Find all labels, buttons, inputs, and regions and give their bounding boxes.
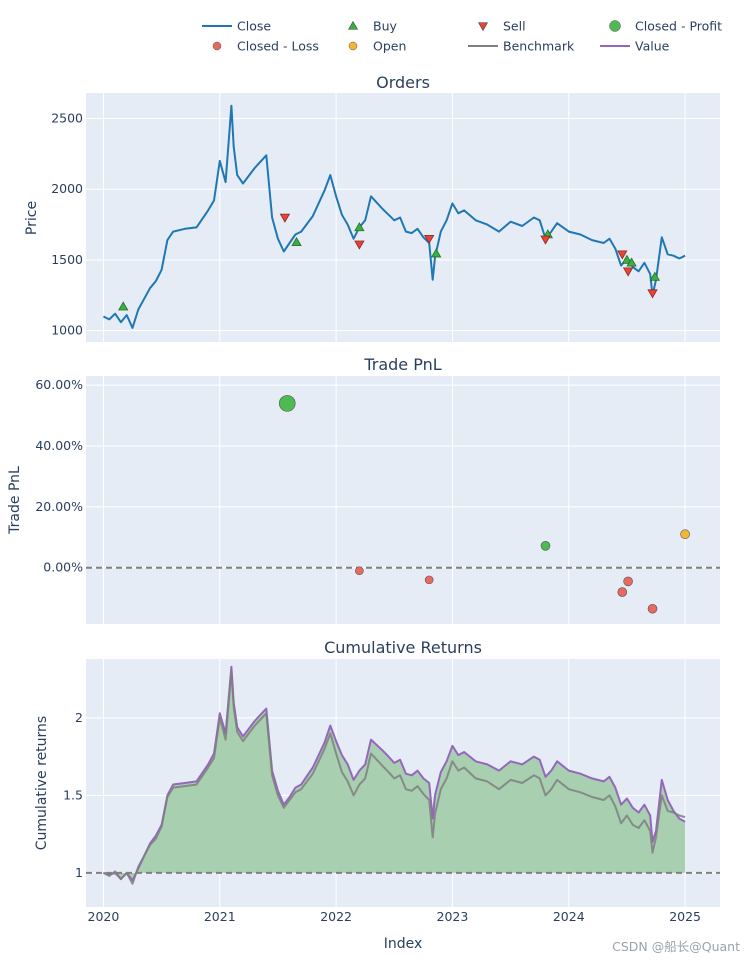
sell-marker <box>622 267 634 277</box>
value-line <box>103 665 686 882</box>
y-tick-label: 1500 <box>51 252 83 267</box>
profit-trade-marker <box>540 540 551 551</box>
legend-item[interactable]: Close <box>202 19 271 34</box>
buy-marker <box>118 301 129 311</box>
loss-trade-marker <box>424 575 434 585</box>
sell-marker <box>423 234 435 245</box>
legend: Close Buy Sell Closed - Profit Closed - Loss… <box>202 19 722 54</box>
profit-trade-marker <box>278 395 296 412</box>
sell-marker <box>647 289 658 299</box>
benchmark-line <box>102 670 686 885</box>
legend-circle-swatch <box>348 41 358 51</box>
legend-item[interactable]: Value <box>600 39 670 54</box>
legend-circle-swatch <box>212 41 222 51</box>
y-tick-label: 40.00% <box>35 438 83 453</box>
watermark: CSDN @船长@Quant <box>612 939 740 954</box>
x-tick-label: 2021 <box>204 909 236 924</box>
legend-triangle-swatch <box>347 20 359 30</box>
buy-marker <box>621 254 633 264</box>
y-tick-label: 2000 <box>51 181 83 196</box>
sell-marker <box>617 250 628 260</box>
y-tick-label: 60.00% <box>35 377 83 392</box>
legend-label: Benchmark <box>503 39 575 54</box>
y-tick-label: 1.5 <box>63 787 83 802</box>
legend-label: Value <box>635 39 670 54</box>
open-trade-marker <box>680 529 690 540</box>
sell-marker <box>354 240 365 250</box>
orders-panel: 1000 1500 2000 2500 Orders Price <box>24 73 720 342</box>
legend-item[interactable]: Closed - Loss <box>212 39 319 54</box>
trade-pnl-panel: 0.00% 20.00% 40.00% 60.00% Trade PnL Trade … <box>7 355 720 624</box>
y-tick-label: 1 <box>75 865 83 880</box>
close-price-line <box>102 104 686 329</box>
buy-marker <box>354 222 365 232</box>
x-tick-label: 2024 <box>553 909 585 924</box>
buy-marker <box>430 248 442 258</box>
y-tick-label: 1000 <box>51 323 83 338</box>
orders-title: Orders <box>376 73 430 92</box>
legend-item[interactable]: Sell <box>477 19 526 34</box>
x-tick-label: 2020 <box>88 909 120 924</box>
x-tick-label: 2025 <box>669 909 701 924</box>
orders-plot-area <box>86 93 720 342</box>
legend-item[interactable]: Buy <box>347 19 398 34</box>
legend-label: Sell <box>503 19 526 34</box>
buy-marker <box>291 236 302 247</box>
legend-item[interactable]: Benchmark <box>468 39 575 54</box>
legend-label: Buy <box>373 19 397 34</box>
y-tick-label: 2500 <box>51 110 83 125</box>
legend-label: Closed - Loss <box>237 39 319 54</box>
cumulative-returns-panel: 1 1.5 2 Cumulative Returns Cumulative retu… <box>34 638 720 907</box>
y-tick-label: 20.00% <box>35 499 83 514</box>
trade-pnl-axis-title: Trade PnL <box>7 466 23 535</box>
x-tick-label: 2022 <box>320 909 352 924</box>
legend-label: Open <box>373 39 406 54</box>
loss-trade-marker <box>623 576 633 587</box>
price-axis-title: Price <box>24 201 40 235</box>
legend-label: Closed - Profit <box>635 19 722 34</box>
legend-triangle-swatch <box>477 22 489 32</box>
cumulative-returns-title: Cumulative Returns <box>324 638 482 657</box>
buy-marker <box>649 271 661 281</box>
y-tick-label: 2 <box>75 710 83 725</box>
x-axis-title: Index <box>384 936 423 952</box>
loss-trade-marker <box>647 603 658 614</box>
legend-circle-swatch <box>609 20 621 32</box>
loss-trade-marker <box>355 566 364 576</box>
trade-pnl-plot-area <box>86 376 720 624</box>
loss-trade-marker <box>617 587 628 597</box>
sell-marker <box>540 235 551 245</box>
legend-item[interactable]: Open <box>348 39 406 54</box>
cumulative-returns-axis-title: Cumulative returns <box>34 716 50 850</box>
legend-item[interactable]: Closed - Profit <box>609 19 723 34</box>
sell-marker <box>279 213 291 223</box>
legend-label: Close <box>237 19 271 34</box>
y-tick-label: 0.00% <box>43 560 83 575</box>
trade-pnl-title: Trade PnL <box>363 355 441 374</box>
buy-marker <box>626 257 637 267</box>
returns-fill-area <box>103 666 686 881</box>
x-tick-label: 2023 <box>437 909 469 924</box>
